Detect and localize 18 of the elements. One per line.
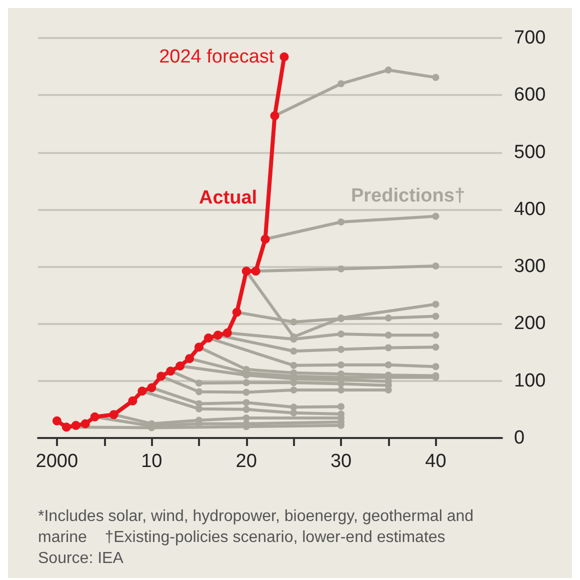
y-tick-label: 300 xyxy=(514,256,546,278)
y-tick-label: 0 xyxy=(514,428,525,448)
annotation: 2024 forecast xyxy=(159,46,275,68)
series-label: Actual xyxy=(198,188,258,208)
x-tick-label: 30 xyxy=(330,451,352,472)
y-tick-label: 500 xyxy=(514,142,546,163)
x-tick-label: 10 xyxy=(141,451,162,472)
y-tick-label: 400 xyxy=(514,198,546,220)
y-tick-label: 100 xyxy=(514,370,546,392)
y-tick-label: 600 xyxy=(514,84,546,106)
y-tick-label: 700 xyxy=(514,28,546,48)
text: *Includes solar, wind, hydropower, bioenergy, geothermal and marine †Existing-policies scenario, lower-end estimates xyxy=(38,508,478,546)
x-tick-label: 40 xyxy=(425,451,446,472)
y-tick-label: 200 xyxy=(514,313,546,334)
text: Predictions† xyxy=(350,186,466,206)
x-tick-label: 20 xyxy=(236,451,257,472)
x-tick-label: 2000 xyxy=(36,451,78,472)
source-note: Source: IEA xyxy=(38,550,124,567)
